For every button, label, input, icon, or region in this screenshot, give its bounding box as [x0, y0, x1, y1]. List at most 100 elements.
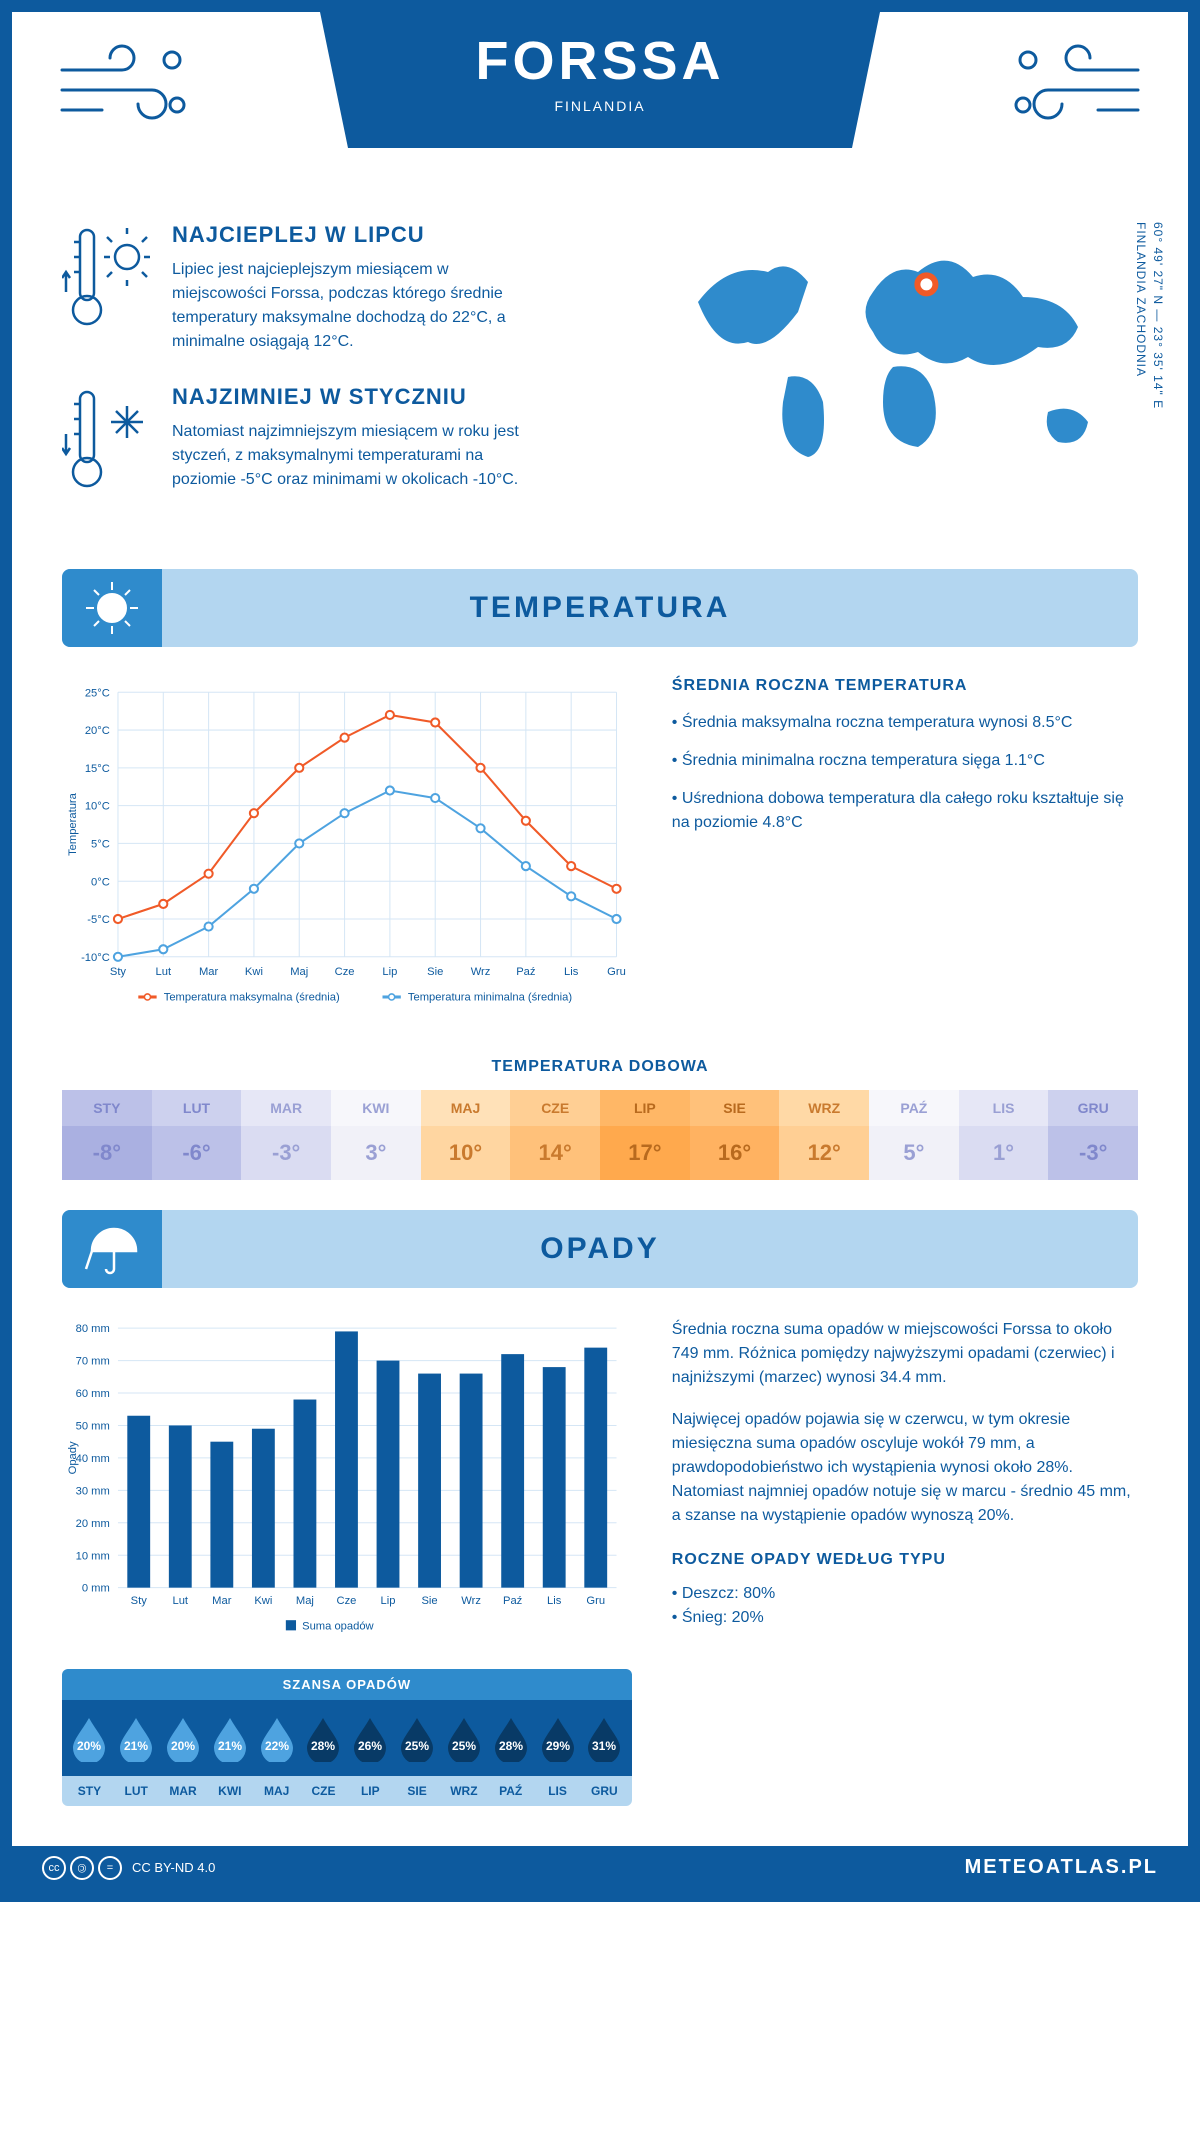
svg-text:Lis: Lis [564, 966, 579, 978]
svg-text:Sty: Sty [131, 1595, 148, 1607]
daily-cell: STY-8° [62, 1090, 152, 1180]
temperature-summary: ŚREDNIA ROCZNA TEMPERATURA • Średnia mak… [672, 677, 1138, 1028]
chance-drop: 21% [113, 1714, 160, 1762]
title-banner: FORSSA FINLANDIA [320, 12, 880, 148]
svg-text:21%: 21% [218, 1739, 242, 1753]
daily-month: PAŹ [869, 1090, 959, 1126]
summary-title: ŚREDNIA ROCZNA TEMPERATURA [672, 677, 1138, 695]
daily-cell: KWI3° [331, 1090, 421, 1180]
daily-month: LUT [152, 1090, 242, 1126]
daily-month: LIP [600, 1090, 690, 1126]
svg-text:30 mm: 30 mm [76, 1485, 110, 1497]
daily-value: 10° [421, 1126, 511, 1180]
fact-text: Lipiec jest najcieplejszym miesiącem w m… [172, 258, 532, 354]
svg-text:80 mm: 80 mm [76, 1323, 110, 1335]
svg-text:Temperatura maksymalna (średni: Temperatura maksymalna (średnia) [164, 992, 340, 1004]
chance-month: WRZ [441, 1784, 488, 1798]
svg-text:25°C: 25°C [85, 687, 110, 699]
svg-text:Temperatura minimalna (średnia: Temperatura minimalna (średnia) [408, 992, 572, 1004]
daily-value: 3° [331, 1126, 421, 1180]
section-header-temperature: TEMPERATURA [62, 569, 1138, 647]
fact-coldest: NAJZIMNIEJ W STYCZNIU Natomiast najzimni… [62, 384, 648, 499]
chance-drop: 20% [66, 1714, 113, 1762]
region-label: FINLANDIA ZACHODNIA [1132, 222, 1149, 409]
chance-drop: 22% [253, 1714, 300, 1762]
svg-text:Kwi: Kwi [245, 966, 263, 978]
precipitation-bar-chart: 0 mm10 mm20 mm30 mm40 mm50 mm60 mm70 mm8… [62, 1318, 632, 1644]
chance-month: STY [66, 1784, 113, 1798]
chance-drop: 26% [347, 1714, 394, 1762]
chance-month: LIS [534, 1784, 581, 1798]
svg-text:28%: 28% [499, 1739, 523, 1753]
daily-month: SIE [690, 1090, 780, 1126]
precip-type-rain: • Deszcz: 80% [672, 1582, 1138, 1606]
daily-value: 17° [600, 1126, 690, 1180]
precipitation-body: 0 mm10 mm20 mm30 mm40 mm50 mm60 mm70 mm8… [12, 1288, 1188, 1816]
daily-month: MAJ [421, 1090, 511, 1126]
section-header-precipitation: OPADY [62, 1210, 1138, 1288]
umbrella-icon [62, 1210, 162, 1288]
chance-month: KWI [206, 1784, 253, 1798]
daily-month: MAR [241, 1090, 331, 1126]
summary-bullet: • Średnia maksymalna roczna temperatura … [672, 711, 1138, 735]
precipitation-summary: Średnia roczna suma opadów w miejscowośc… [672, 1318, 1138, 1806]
summary-bullet: • Średnia minimalna roczna temperatura s… [672, 749, 1138, 773]
world-map: 60° 49' 27" N — 23° 35' 14" E FINLANDIA … [678, 222, 1138, 529]
svg-text:Mar: Mar [199, 966, 219, 978]
cc-icons: cc 🄯 = [42, 1856, 122, 1880]
daily-value: 5° [869, 1126, 959, 1180]
svg-text:25%: 25% [452, 1739, 476, 1753]
thermometer-sun-icon [62, 222, 152, 354]
daily-value: 14° [510, 1126, 600, 1180]
footer: cc 🄯 = CC BY-ND 4.0 METEOATLAS.PL [12, 1846, 1188, 1890]
chance-title: SZANSA OPADÓW [62, 1669, 632, 1700]
daily-value: -3° [241, 1126, 331, 1180]
svg-text:Wrz: Wrz [461, 1595, 481, 1607]
chance-month: LUT [113, 1784, 160, 1798]
svg-text:10 mm: 10 mm [76, 1550, 110, 1562]
svg-text:Mar: Mar [212, 1595, 232, 1607]
header: FORSSA FINLANDIA [12, 12, 1188, 192]
daily-temperature-table: STY-8°LUT-6°MAR-3°KWI3°MAJ10°CZE14°LIP17… [62, 1090, 1138, 1180]
svg-text:Suma opadów: Suma opadów [302, 1620, 374, 1632]
chance-month: MAR [160, 1784, 207, 1798]
svg-text:Cze: Cze [337, 1595, 357, 1607]
daily-month: CZE [510, 1090, 600, 1126]
daily-value: -6° [152, 1126, 242, 1180]
daily-cell: LIS1° [959, 1090, 1049, 1180]
svg-text:0°C: 0°C [91, 876, 110, 888]
svg-text:29%: 29% [546, 1739, 570, 1753]
summary-bullet: • Uśredniona dobowa temperatura dla całe… [672, 787, 1138, 835]
daily-month: LIS [959, 1090, 1049, 1126]
svg-text:20°C: 20°C [85, 725, 110, 737]
fact-content: NAJZIMNIEJ W STYCZNIU Natomiast najzimni… [172, 384, 532, 499]
thermometer-snow-icon [62, 384, 152, 499]
precip-paragraph: Średnia roczna suma opadów w miejscowośc… [672, 1318, 1138, 1390]
fact-warmest: NAJCIEPLEJ W LIPCU Lipiec jest najcieple… [62, 222, 648, 354]
license-text: CC BY-ND 4.0 [132, 1860, 215, 1875]
daily-month: WRZ [779, 1090, 869, 1126]
svg-text:Maj: Maj [296, 1595, 314, 1607]
chance-month: LIP [347, 1784, 394, 1798]
daily-cell: SIE16° [690, 1090, 780, 1180]
svg-text:26%: 26% [358, 1739, 382, 1753]
section-title: OPADY [540, 1232, 659, 1266]
svg-text:31%: 31% [592, 1739, 616, 1753]
wind-icon [52, 40, 192, 135]
map-marker-icon [917, 275, 935, 293]
sun-icon [62, 569, 162, 647]
svg-text:20%: 20% [171, 1739, 195, 1753]
svg-text:Cze: Cze [335, 966, 355, 978]
svg-text:Lis: Lis [547, 1595, 562, 1607]
svg-text:Lut: Lut [156, 966, 172, 978]
chance-drop: 25% [441, 1714, 488, 1762]
svg-text:28%: 28% [311, 1739, 335, 1753]
by-icon: 🄯 [70, 1856, 94, 1880]
cc-icon: cc [42, 1856, 66, 1880]
svg-text:Sie: Sie [427, 966, 443, 978]
nd-icon: = [98, 1856, 122, 1880]
coords-value: 60° 49' 27" N — 23° 35' 14" E [1149, 222, 1166, 409]
daily-value: 1° [959, 1126, 1049, 1180]
daily-cell: LIP17° [600, 1090, 690, 1180]
temperature-chart-svg: -10°C-5°C0°C5°C10°C15°C20°C25°CStyLutMar… [62, 677, 632, 1023]
